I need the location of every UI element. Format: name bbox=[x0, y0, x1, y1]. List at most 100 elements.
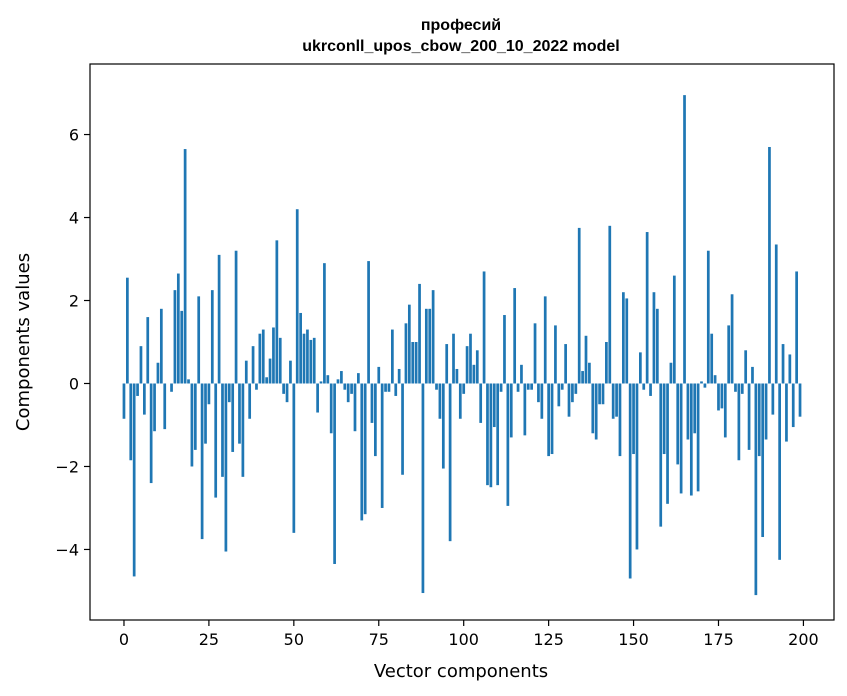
bar bbox=[343, 383, 347, 390]
bar bbox=[391, 329, 394, 384]
x-axis-ticks: 0 25 50 75 100 125 150 175 200 bbox=[119, 620, 819, 649]
bar bbox=[173, 290, 177, 384]
bar bbox=[241, 383, 245, 477]
bar bbox=[312, 337, 316, 384]
bar bbox=[285, 383, 289, 403]
x-axis-label: Vector components bbox=[374, 661, 548, 682]
bar bbox=[292, 383, 296, 533]
bar bbox=[469, 333, 472, 384]
bar bbox=[357, 373, 360, 384]
bar bbox=[265, 377, 269, 384]
bar bbox=[611, 383, 615, 419]
bar bbox=[217, 254, 221, 384]
bar bbox=[200, 383, 204, 540]
bar bbox=[689, 383, 693, 496]
bar bbox=[652, 292, 656, 384]
bar bbox=[706, 250, 710, 384]
bar bbox=[543, 296, 547, 384]
bar bbox=[774, 244, 778, 384]
bar bbox=[679, 383, 683, 494]
y-axis-ticks: −4 −2 0 2 4 6 bbox=[55, 126, 90, 559]
y-tick-label: −2 bbox=[55, 457, 79, 476]
bar bbox=[207, 383, 211, 405]
bar bbox=[567, 383, 571, 417]
bar bbox=[183, 149, 187, 384]
bar bbox=[180, 310, 184, 384]
bar bbox=[516, 383, 520, 392]
x-tick-label: 25 bbox=[199, 630, 219, 649]
bar bbox=[577, 227, 581, 384]
bar bbox=[523, 383, 527, 436]
bar bbox=[278, 337, 282, 384]
bar bbox=[591, 383, 595, 434]
bar bbox=[299, 312, 302, 384]
bar bbox=[377, 366, 381, 384]
bar bbox=[659, 383, 663, 527]
bar bbox=[418, 283, 421, 384]
bar bbox=[598, 383, 601, 405]
bar bbox=[407, 304, 411, 384]
bar bbox=[723, 383, 727, 438]
bar bbox=[380, 383, 384, 508]
bar bbox=[146, 317, 150, 384]
bar bbox=[635, 383, 639, 550]
bar bbox=[309, 339, 313, 384]
bar bbox=[730, 294, 734, 384]
bar bbox=[537, 383, 540, 403]
bar bbox=[686, 383, 690, 440]
x-tick-label: 0 bbox=[119, 630, 129, 649]
bar bbox=[710, 333, 714, 384]
bar bbox=[615, 383, 618, 417]
bar bbox=[482, 271, 486, 384]
bar bbox=[387, 383, 391, 392]
bar-series bbox=[122, 95, 802, 596]
bar bbox=[757, 383, 761, 457]
bar bbox=[472, 364, 476, 384]
bar bbox=[132, 383, 136, 577]
bar bbox=[791, 383, 795, 428]
bar bbox=[221, 383, 224, 477]
bar bbox=[302, 333, 306, 384]
bar bbox=[506, 383, 510, 506]
bar bbox=[261, 329, 265, 384]
bar bbox=[747, 383, 751, 450]
bar bbox=[428, 308, 432, 384]
bar bbox=[465, 346, 469, 384]
y-tick-label: −4 bbox=[55, 540, 79, 559]
bar bbox=[193, 383, 197, 450]
bar bbox=[492, 383, 496, 428]
bar bbox=[421, 383, 425, 594]
bar bbox=[275, 240, 279, 384]
bar bbox=[744, 350, 748, 384]
bar bbox=[550, 383, 554, 455]
y-axis-label: Components values bbox=[13, 253, 34, 431]
bar bbox=[295, 209, 299, 384]
bar bbox=[329, 383, 333, 434]
x-tick-label: 125 bbox=[533, 630, 564, 649]
x-tick-label: 175 bbox=[703, 630, 734, 649]
bar bbox=[214, 383, 218, 498]
bar bbox=[333, 383, 336, 564]
bar bbox=[740, 383, 744, 394]
bar bbox=[268, 358, 272, 384]
bar bbox=[143, 383, 146, 415]
bar bbox=[496, 383, 500, 486]
bar bbox=[632, 383, 635, 455]
bar bbox=[319, 381, 323, 384]
bar bbox=[700, 381, 703, 384]
bar bbox=[530, 383, 533, 390]
bar bbox=[608, 225, 612, 384]
bar bbox=[255, 383, 258, 390]
bar bbox=[282, 383, 285, 394]
y-tick-label: 6 bbox=[69, 126, 79, 145]
bar bbox=[163, 383, 167, 430]
bar bbox=[289, 360, 292, 384]
bar bbox=[564, 344, 567, 384]
bar bbox=[649, 383, 652, 396]
bar bbox=[526, 383, 530, 390]
bar bbox=[424, 308, 428, 384]
bar bbox=[136, 383, 139, 396]
y-tick-label: 2 bbox=[69, 292, 79, 311]
bar bbox=[234, 250, 238, 384]
bar bbox=[693, 383, 697, 434]
